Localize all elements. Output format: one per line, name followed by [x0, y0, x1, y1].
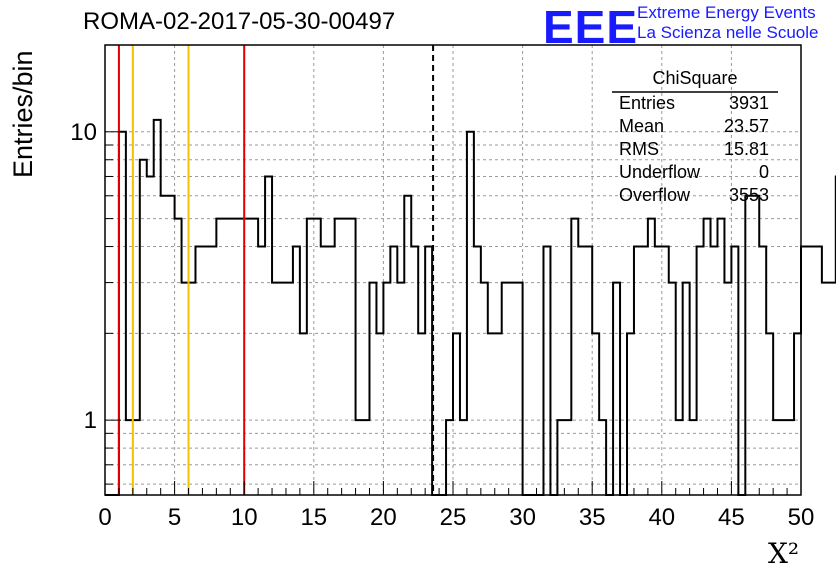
x-tick-label: 20 — [370, 504, 397, 531]
x-tick-label: 50 — [788, 504, 815, 531]
y-tick-label: 1 — [84, 407, 97, 434]
x-tick-label: 30 — [509, 504, 536, 531]
stats-value: 23.57 — [724, 116, 769, 136]
x-tick-label: 5 — [168, 504, 181, 531]
x-tick-label: 0 — [98, 504, 111, 531]
chart-title: ROMA-02-2017-05-30-00497 — [83, 8, 396, 35]
x-tick-label: 15 — [300, 504, 327, 531]
x-tick-label: 35 — [579, 504, 606, 531]
x-tick-label: 45 — [718, 504, 745, 531]
x-axis-label: X² — [768, 537, 800, 570]
logo-text-line1: Extreme Energy Events — [637, 3, 816, 22]
stats-value: 3931 — [729, 93, 769, 113]
stats-label: Overflow — [619, 185, 691, 205]
x-tick-label: 40 — [648, 504, 675, 531]
stats-value: 15.81 — [724, 139, 769, 159]
stats-value: 3553 — [729, 185, 769, 205]
stats-box-title: ChiSquare — [652, 68, 737, 88]
stats-label: Underflow — [619, 162, 701, 182]
x-tick-label: 10 — [231, 504, 258, 531]
histogram-series — [105, 118, 836, 496]
stats-label: Mean — [619, 116, 664, 136]
logo-text-line2: La Scienza nelle Scuole — [637, 23, 819, 42]
y-tick-label: 10 — [70, 119, 97, 146]
stats-value: 0 — [759, 162, 769, 182]
stats-label: Entries — [619, 93, 675, 113]
x-tick-label: 25 — [440, 504, 467, 531]
stats-label: RMS — [619, 139, 659, 159]
